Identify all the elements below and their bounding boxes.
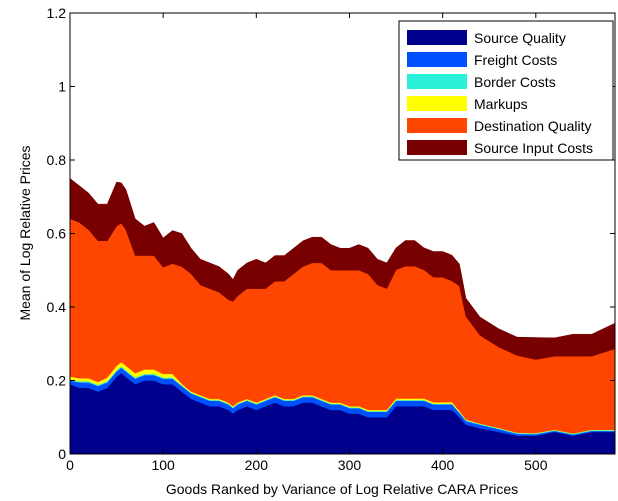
x-tick-label: 0 <box>66 457 74 473</box>
y-axis-ticks: 0 0.2 0.4 0.6 0.8 1 1.2 <box>47 5 615 462</box>
legend-swatch-freight-costs <box>407 52 467 67</box>
y-tick-label: 0.6 <box>47 226 67 242</box>
y-tick-label: 0.4 <box>47 299 67 315</box>
y-tick-label: 0.8 <box>47 152 67 168</box>
legend-label-markups: Markups <box>474 96 528 112</box>
legend-swatch-markups <box>407 96 467 111</box>
legend-label-border-costs: Border Costs <box>474 74 556 90</box>
x-tick-label: 200 <box>245 457 269 473</box>
legend-swatch-source-quality <box>407 30 467 45</box>
legend: Source Quality Freight Costs Border Costs M… <box>398 20 614 161</box>
y-axis-title: Mean of Log Relative Prices <box>17 145 33 320</box>
x-tick-label: 400 <box>431 457 455 473</box>
x-tick-label: 100 <box>151 457 175 473</box>
y-tick-label: 1 <box>58 79 66 95</box>
y-tick-label: 0.2 <box>47 373 67 389</box>
legend-swatch-border-costs <box>407 74 467 89</box>
legend-swatch-source-input-costs <box>407 140 467 155</box>
legend-label-freight-costs: Freight Costs <box>474 52 557 68</box>
x-tick-label: 500 <box>524 457 548 473</box>
x-axis-ticks: 0 100 200 300 400 500 <box>66 13 548 473</box>
x-axis-title: Goods Ranked by Variance of Log Relative… <box>166 481 518 497</box>
y-tick-label: 1.2 <box>47 5 67 21</box>
legend-label-destination-quality: Destination Quality <box>474 118 592 134</box>
x-tick-label: 300 <box>338 457 362 473</box>
legend-label-source-input-costs: Source Input Costs <box>474 140 593 156</box>
y-tick-label: 0 <box>58 446 66 462</box>
legend-swatch-destination-quality <box>407 118 467 133</box>
legend-label-source-quality: Source Quality <box>474 30 566 46</box>
